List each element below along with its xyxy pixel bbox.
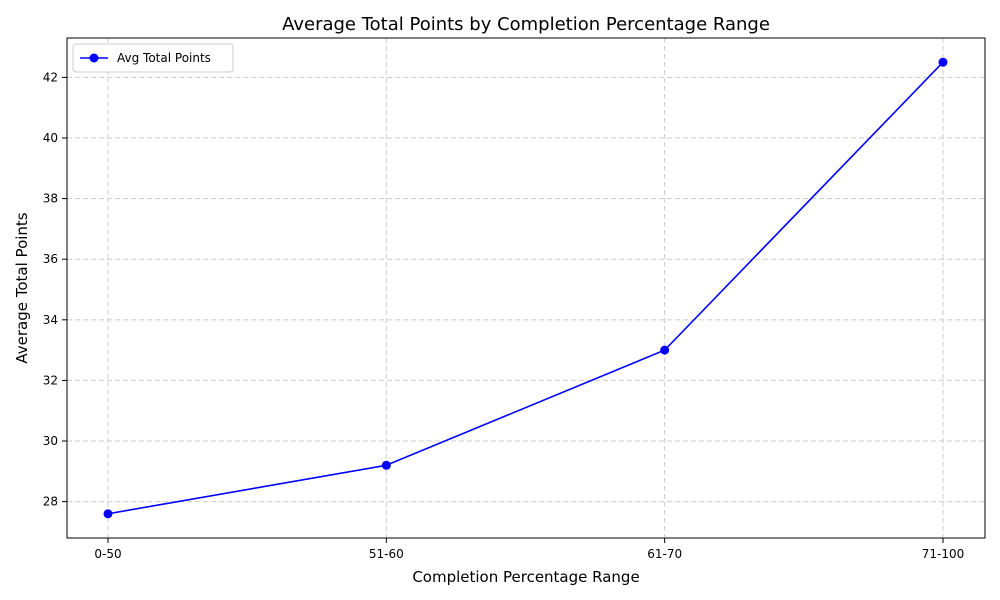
x-tick-label: 71-100 (922, 547, 965, 561)
x-tick-label: 51-60 (369, 547, 404, 561)
y-tick-label: 28 (43, 495, 58, 509)
y-tick-label: 42 (43, 70, 58, 84)
y-tick-label: 30 (43, 434, 58, 448)
legend-label: Avg Total Points (117, 51, 211, 65)
grid-lines (67, 38, 985, 538)
plot-frame (66, 37, 986, 539)
data-point (103, 509, 113, 519)
data-point (660, 345, 670, 355)
legend: Avg Total Points (72, 43, 234, 73)
y-tick-label: 40 (43, 131, 58, 145)
x-axis-label: Completion Percentage Range (412, 568, 639, 586)
series-line (107, 61, 944, 515)
y-tick-label: 38 (43, 192, 58, 206)
y-axis-label: Average Total Points (13, 212, 31, 363)
axis-ticks: 0-50 51-60 61-70 71-100 28 30 32 34 36 38 40 42 (43, 70, 965, 561)
series-layer (103, 57, 948, 519)
x-tick-label: 61-70 (647, 547, 682, 561)
legend-marker-swatch (89, 53, 99, 63)
data-point (938, 57, 948, 67)
y-tick-label: 32 (43, 373, 58, 387)
legend-box (72, 43, 234, 73)
y-tick-label: 36 (43, 252, 58, 266)
x-tick-label: 0-50 (94, 547, 121, 561)
data-point (381, 460, 391, 470)
y-tick-label: 34 (43, 313, 58, 327)
chart-title: Average Total Points by Completion Perce… (282, 14, 770, 35)
